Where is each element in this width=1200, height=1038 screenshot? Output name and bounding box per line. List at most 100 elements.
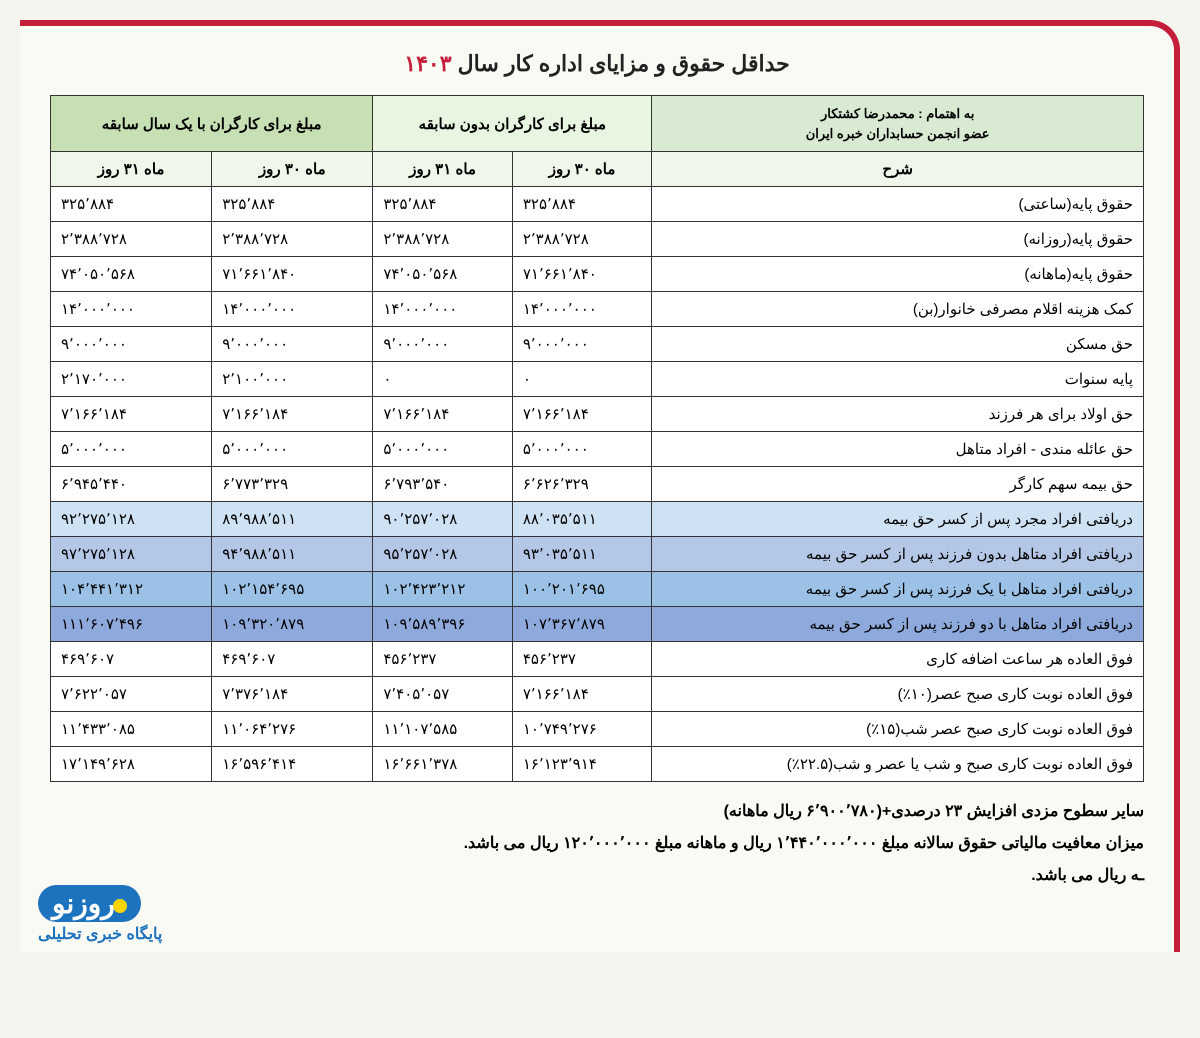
header-e30: ماه ۳۰ روز xyxy=(212,152,373,187)
cell-e31: ۱۱٬۴۳۳٬۰۸۵ xyxy=(51,712,212,747)
cell-label: دریافتی افراد مجرد پس از کسر حق بیمه xyxy=(652,502,1144,537)
cell-e31: ۶٬۹۴۵٬۴۴۰ xyxy=(51,467,212,502)
cell-label: دریافتی افراد متاهل بدون فرزند پس از کسر… xyxy=(652,537,1144,572)
header-attribution: به اهتمام : محمدرضا کشتکار عضو انجمن حسا… xyxy=(652,96,1144,152)
table-row: کمک هزینه اقلام مصرفی خانوار(بن)۱۴٬۰۰۰٬۰… xyxy=(51,292,1144,327)
table-row: حق بیمه سهم کارگر۶٬۶۲۶٬۳۲۹۶٬۷۹۳٬۵۴۰۶٬۷۷۳… xyxy=(51,467,1144,502)
table-row: حقوق پایه(ساعتی)۳۲۵٬۸۸۴۳۲۵٬۸۸۴۳۲۵٬۸۸۴۳۲۵… xyxy=(51,187,1144,222)
table-row: فوق العاده هر ساعت اضافه کاری۴۵۶٬۲۳۷۴۵۶٬… xyxy=(51,642,1144,677)
cell-n31: ۷٬۱۶۶٬۱۸۴ xyxy=(373,397,512,432)
cell-n30: ۰ xyxy=(512,362,651,397)
table-row: دریافتی افراد متاهل با یک فرزند پس از کس… xyxy=(51,572,1144,607)
cell-n30: ۹۳٬۰۳۵٬۵۱۱ xyxy=(512,537,651,572)
header-e31: ماه ۳۱ روز xyxy=(51,152,212,187)
cell-n31: ۱۴٬۰۰۰٬۰۰۰ xyxy=(373,292,512,327)
cell-n30: ۱۰۰٬۲۰۱٬۶۹۵ xyxy=(512,572,651,607)
cell-n30: ۲٬۳۸۸٬۷۲۸ xyxy=(512,222,651,257)
cell-n30: ۳۲۵٬۸۸۴ xyxy=(512,187,651,222)
cell-e31: ۱۷٬۱۴۹٬۶۲۸ xyxy=(51,747,212,782)
cell-e30: ۱۶٬۵۹۶٬۴۱۴ xyxy=(212,747,373,782)
cell-n30: ۹٬۰۰۰٬۰۰۰ xyxy=(512,327,651,362)
cell-e30: ۱۱٬۰۶۴٬۲۷۶ xyxy=(212,712,373,747)
cell-label: دریافتی افراد متاهل با یک فرزند پس از کس… xyxy=(652,572,1144,607)
cell-e30: ۶٬۷۷۳٬۳۲۹ xyxy=(212,467,373,502)
table-row: فوق العاده نوبت کاری صبح و شب یا عصر و ش… xyxy=(51,747,1144,782)
cell-e30: ۷٬۱۶۶٬۱۸۴ xyxy=(212,397,373,432)
note-1: سایر سطوح مزدی افزایش ۲۳ درصدی+(۶٬۹۰۰٬۷۸… xyxy=(50,796,1144,828)
note-2: میزان معافیت مالیاتی حقوق سالانه مبلغ ۱٬… xyxy=(50,828,1144,860)
cell-label: فوق العاده هر ساعت اضافه کاری xyxy=(652,642,1144,677)
document-frame: حداقل حقوق و مزایای اداره کار سال ۱۴۰۳ ب… xyxy=(20,20,1180,952)
source-logo: روزنو پایگاه خبری تحلیلی xyxy=(38,885,162,944)
cell-n30: ۷۱٬۶۶۱٬۸۴۰ xyxy=(512,257,651,292)
cell-n31: ۱۰۲٬۴۲۳٬۲۱۲ xyxy=(373,572,512,607)
cell-n30: ۵٬۰۰۰٬۰۰۰ xyxy=(512,432,651,467)
cell-e30: ۱۰۹٬۳۲۰٬۸۷۹ xyxy=(212,607,373,642)
table-row: حق عائله مندی - افراد متاهل۵٬۰۰۰٬۰۰۰۵٬۰۰… xyxy=(51,432,1144,467)
cell-e31: ۹۲٬۲۷۵٬۱۲۸ xyxy=(51,502,212,537)
table-row: فوق العاده نوبت کاری صبح عصر شب(۱۵٪)۱۰٬۷… xyxy=(51,712,1144,747)
cell-n30: ۷٬۱۶۶٬۱۸۴ xyxy=(512,397,651,432)
cell-e31: ۲٬۱۷۰٬۰۰۰ xyxy=(51,362,212,397)
table-row: حقوق پایه(روزانه)۲٬۳۸۸٬۷۲۸۲٬۳۸۸٬۷۲۸۲٬۳۸۸… xyxy=(51,222,1144,257)
cell-n31: ۳۲۵٬۸۸۴ xyxy=(373,187,512,222)
cell-n30: ۴۵۶٬۲۳۷ xyxy=(512,642,651,677)
logo-dot-icon xyxy=(113,899,127,913)
page-title: حداقل حقوق و مزایای اداره کار سال ۱۴۰۳ xyxy=(50,51,1144,77)
salary-table: به اهتمام : محمدرضا کشتکار عضو انجمن حسا… xyxy=(50,95,1144,782)
cell-e31: ۱۰۴٬۴۴۱٬۳۱۲ xyxy=(51,572,212,607)
cell-label: کمک هزینه اقلام مصرفی خانوار(بن) xyxy=(652,292,1144,327)
cell-n30: ۱۶٬۱۲۳٬۹۱۴ xyxy=(512,747,651,782)
cell-e31: ۹٬۰۰۰٬۰۰۰ xyxy=(51,327,212,362)
cell-e30: ۷٬۳۷۶٬۱۸۴ xyxy=(212,677,373,712)
table-row: دریافتی افراد متاهل با دو فرزند پس از کس… xyxy=(51,607,1144,642)
cell-label: حق بیمه سهم کارگر xyxy=(652,467,1144,502)
cell-label: حقوق پایه(ماهانه) xyxy=(652,257,1144,292)
cell-n30: ۱۰٬۷۴۹٬۲۷۶ xyxy=(512,712,651,747)
cell-e30: ۴۶۹٬۶۰۷ xyxy=(212,642,373,677)
cell-e30: ۱۴٬۰۰۰٬۰۰۰ xyxy=(212,292,373,327)
header-n31: ماه ۳۱ روز xyxy=(373,152,512,187)
cell-n31: ۴۵۶٬۲۳۷ xyxy=(373,642,512,677)
cell-e31: ۱۱۱٬۶۰۷٬۴۹۶ xyxy=(51,607,212,642)
cell-e31: ۵٬۰۰۰٬۰۰۰ xyxy=(51,432,212,467)
cell-label: فوق العاده نوبت کاری صبح عصر(۱۰٪) xyxy=(652,677,1144,712)
cell-n30: ۱۴٬۰۰۰٬۰۰۰ xyxy=(512,292,651,327)
table-row: فوق العاده نوبت کاری صبح عصر(۱۰٪)۷٬۱۶۶٬۱… xyxy=(51,677,1144,712)
cell-n30: ۸۸٬۰۳۵٬۵۱۱ xyxy=(512,502,651,537)
logo-brand: روزنو xyxy=(52,888,115,919)
cell-e31: ۷۴٬۰۵۰٬۵۶۸ xyxy=(51,257,212,292)
cell-n31: ۰ xyxy=(373,362,512,397)
table-row: دریافتی افراد مجرد پس از کسر حق بیمه۸۸٬۰… xyxy=(51,502,1144,537)
cell-e31: ۲٬۳۸۸٬۷۲۸ xyxy=(51,222,212,257)
cell-n31: ۱۱٬۱۰۷٬۵۸۵ xyxy=(373,712,512,747)
cell-n31: ۹۵٬۲۵۷٬۰۲۸ xyxy=(373,537,512,572)
cell-e30: ۳۲۵٬۸۸۴ xyxy=(212,187,373,222)
table-row: حق مسکن۹٬۰۰۰٬۰۰۰۹٬۰۰۰٬۰۰۰۹٬۰۰۰٬۰۰۰۹٬۰۰۰٬… xyxy=(51,327,1144,362)
cell-e30: ۵٬۰۰۰٬۰۰۰ xyxy=(212,432,373,467)
cell-label: فوق العاده نوبت کاری صبح عصر شب(۱۵٪) xyxy=(652,712,1144,747)
cell-n30: ۶٬۶۲۶٬۳۲۹ xyxy=(512,467,651,502)
cell-e31: ۷٬۶۲۲٬۰۵۷ xyxy=(51,677,212,712)
cell-e30: ۲٬۱۰۰٬۰۰۰ xyxy=(212,362,373,397)
cell-e31: ۹۷٬۲۷۵٬۱۲۸ xyxy=(51,537,212,572)
attr-line2: عضو انجمن حسابداران خبره ایران xyxy=(662,124,1133,144)
cell-n31: ۷٬۴۰۵٬۰۵۷ xyxy=(373,677,512,712)
attr-line1: به اهتمام : محمدرضا کشتکار xyxy=(662,104,1133,124)
cell-e30: ۹۴٬۹۸۸٬۵۱۱ xyxy=(212,537,373,572)
cell-n31: ۲٬۳۸۸٬۷۲۸ xyxy=(373,222,512,257)
cell-e30: ۷۱٬۶۶۱٬۸۴۰ xyxy=(212,257,373,292)
cell-e31: ۱۴٬۰۰۰٬۰۰۰ xyxy=(51,292,212,327)
cell-label: حق مسکن xyxy=(652,327,1144,362)
note-3: ـه ریال می باشد. xyxy=(50,860,1144,892)
title-year: ۱۴۰۳ xyxy=(404,51,451,76)
cell-n31: ۱۰۹٬۵۸۹٬۳۹۶ xyxy=(373,607,512,642)
cell-label: حقوق پایه(ساعتی) xyxy=(652,187,1144,222)
header-one-year: مبلغ برای کارگران با یک سال سابقه xyxy=(51,96,373,152)
cell-n31: ۶٬۷۹۳٬۵۴۰ xyxy=(373,467,512,502)
table-row: پایه سنوات۰۰۲٬۱۰۰٬۰۰۰۲٬۱۷۰٬۰۰۰ xyxy=(51,362,1144,397)
table-body: حقوق پایه(ساعتی)۳۲۵٬۸۸۴۳۲۵٬۸۸۴۳۲۵٬۸۸۴۳۲۵… xyxy=(51,187,1144,782)
cell-label: حق عائله مندی - افراد متاهل xyxy=(652,432,1144,467)
header-no-exp: مبلغ برای کارگران بدون سابقه xyxy=(373,96,652,152)
cell-n30: ۱۰۷٬۳۶۷٬۸۷۹ xyxy=(512,607,651,642)
